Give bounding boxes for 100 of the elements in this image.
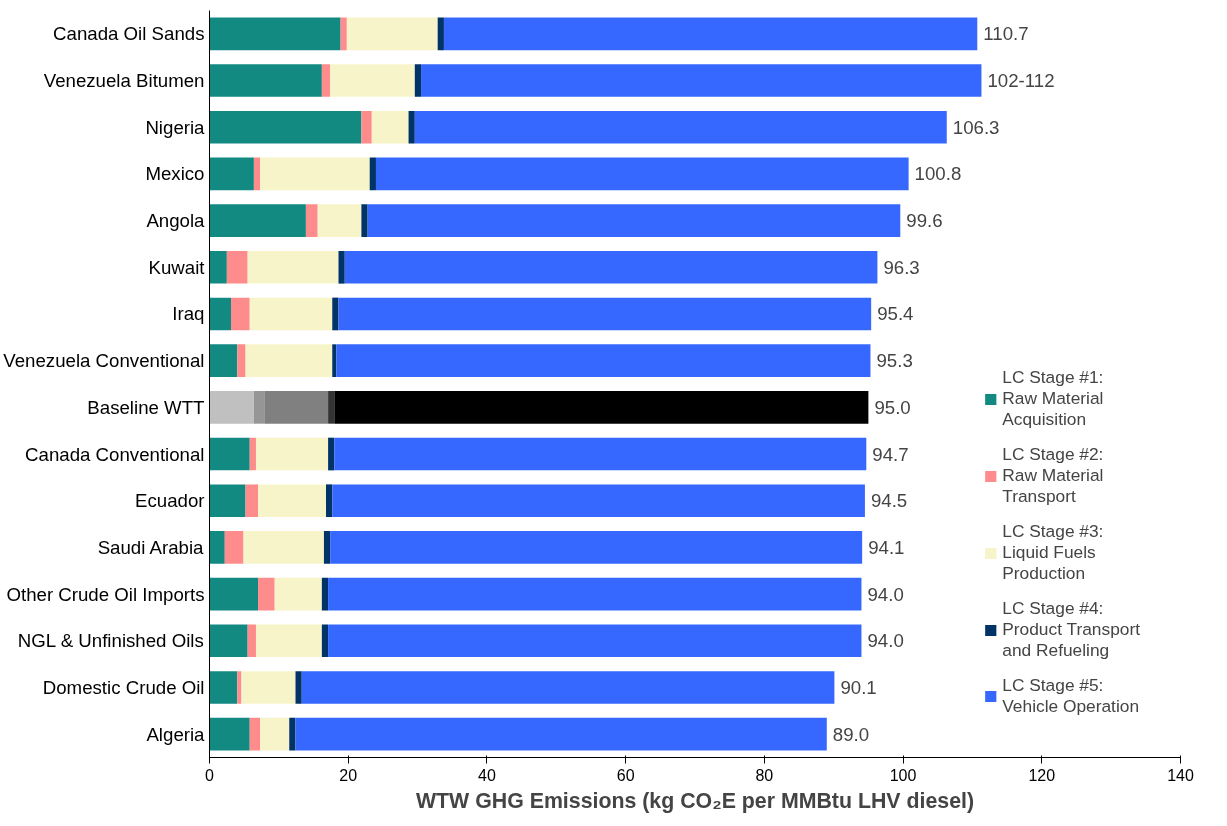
bar <box>346 17 438 51</box>
x-tick-label: 60 <box>616 766 635 784</box>
x-tick-label: 100 <box>889 766 917 784</box>
total-label: 89.0 <box>832 723 870 745</box>
bar <box>332 344 337 377</box>
total-label: 94.0 <box>867 583 904 605</box>
total-label: 100.8 <box>914 163 962 185</box>
bar <box>209 531 225 564</box>
bar <box>260 157 370 191</box>
bar <box>209 671 238 704</box>
y-tick-label: Domestic Crude Oil <box>42 676 205 698</box>
y-tick-label: Saudi Arabia <box>97 536 205 558</box>
y-tick-label: Venezuela Bitumen <box>43 70 205 92</box>
bar <box>344 250 878 284</box>
bar <box>209 64 322 97</box>
bar <box>443 17 978 51</box>
bar <box>317 204 362 237</box>
bar <box>258 484 327 518</box>
bar <box>255 437 329 471</box>
bar <box>289 717 296 751</box>
y-tick-label: Venezuela Conventional <box>3 350 205 372</box>
bar <box>253 157 261 191</box>
total-label: 110.7 <box>983 23 1029 45</box>
total-label: 94.0 <box>867 630 904 652</box>
y-tick-label: Canada Conventional <box>25 443 205 465</box>
y-tick-label: Kuwait <box>148 256 206 278</box>
bar <box>209 624 248 658</box>
legend-label: LC Stage #2: Raw Material Transport <box>1002 444 1104 507</box>
bar <box>330 531 863 564</box>
bar <box>247 624 256 658</box>
total-label: 95.4 <box>877 303 914 325</box>
bar <box>323 531 331 564</box>
y-tick-label: Iraq <box>172 303 205 325</box>
x-tick-label: 120 <box>1028 766 1056 784</box>
legend-label: LC Stage #4: Product Transport and Refueling <box>1002 598 1140 661</box>
x-tick-label: 140 <box>1167 766 1194 784</box>
bar <box>421 64 982 97</box>
total-label: 106.3 <box>952 116 1000 138</box>
bar <box>209 297 231 331</box>
total-label: 96.3 <box>883 256 920 278</box>
bar <box>321 577 329 611</box>
bar <box>209 110 362 144</box>
bar <box>371 110 409 144</box>
legend-label: LC Stage #5: Vehicle Operation <box>1002 675 1140 717</box>
total-label: 102-112 <box>987 70 1055 92</box>
x-tick-label: 40 <box>478 766 496 784</box>
bar <box>328 577 862 611</box>
bar <box>328 624 862 658</box>
bar <box>367 204 901 237</box>
total-label: 94.1 <box>868 536 905 558</box>
bar <box>209 157 254 191</box>
bar <box>326 484 333 518</box>
y-tick-label: Angola <box>146 210 206 232</box>
x-axis-title: WTW GHG Emissions (kg CO₂E per MMBtu LHV diesel) <box>415 788 975 813</box>
bar <box>336 344 871 377</box>
bar <box>258 577 275 611</box>
bar <box>334 437 867 471</box>
bar <box>209 577 259 611</box>
legend-label: LC Stage #3: Liquid Fuels Production <box>1002 521 1104 584</box>
total-label: 94.5 <box>870 490 908 512</box>
bar <box>231 297 250 331</box>
bar <box>237 671 242 704</box>
bar <box>245 484 259 518</box>
bar <box>330 64 415 97</box>
bar <box>209 717 250 751</box>
bar <box>226 250 248 284</box>
bar <box>253 391 265 424</box>
total-label: 99.6 <box>906 210 943 232</box>
bar <box>305 204 318 237</box>
bar <box>209 204 306 237</box>
bar <box>249 717 261 751</box>
legend-label: LC Stage #1: Raw Material Acquisition <box>1002 367 1104 430</box>
bar <box>243 531 324 564</box>
bar <box>209 344 238 377</box>
bar <box>209 437 250 471</box>
y-tick-label: Nigeria <box>145 116 206 138</box>
bar <box>237 344 246 377</box>
y-tick-label: Ecuador <box>135 490 205 512</box>
bar <box>241 671 296 704</box>
bar <box>295 717 827 751</box>
bar <box>295 671 302 704</box>
bar <box>245 344 333 377</box>
y-tick-label: Mexico <box>145 163 205 185</box>
x-tick-label: 0 <box>205 766 215 784</box>
bar <box>224 531 244 564</box>
bar <box>321 64 331 97</box>
bar <box>209 250 227 284</box>
bar <box>408 110 415 144</box>
bar <box>209 484 246 518</box>
bar <box>338 250 345 284</box>
y-tick-label: Canada Oil Sands <box>53 23 205 45</box>
bar <box>301 671 835 704</box>
bar <box>209 391 254 424</box>
y-tick-label: Baseline WTT <box>87 396 205 418</box>
bar <box>361 204 368 237</box>
bar <box>249 297 333 331</box>
total-label: 95.3 <box>876 350 913 372</box>
bar <box>328 391 335 424</box>
bar <box>369 157 376 191</box>
bar <box>340 17 347 51</box>
